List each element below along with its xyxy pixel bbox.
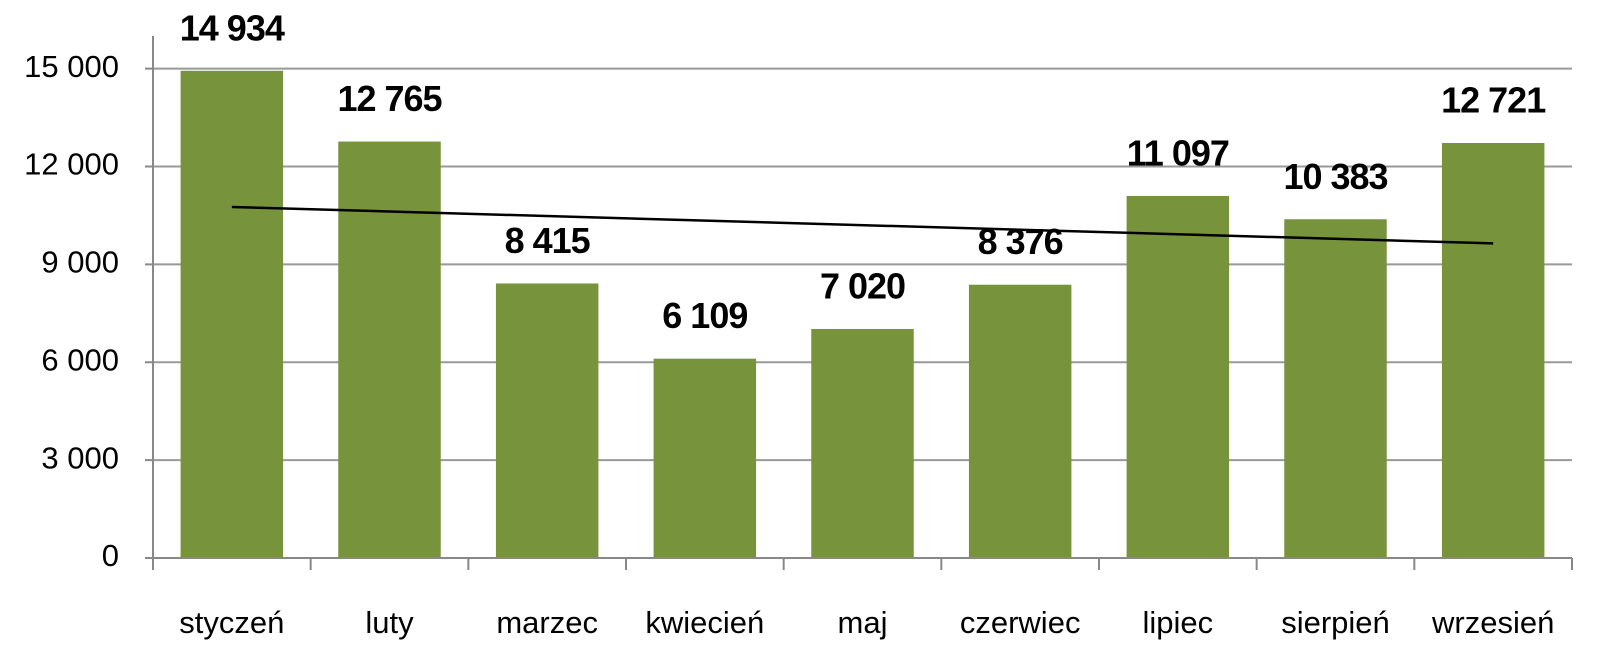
y-tick-label: 6 000 [41,342,119,377]
data-label: 8 415 [505,220,591,261]
data-label: 7 020 [820,265,905,306]
x-tick-label: lipiec [1143,605,1214,640]
data-label: 14 934 [180,7,285,48]
bar [1284,219,1387,558]
y-tick-label: 3 000 [41,440,119,475]
y-tick-label: 12 000 [24,147,119,182]
bar [180,70,284,558]
bar [338,141,441,558]
y-tick-label: 9 000 [41,245,119,280]
trend-line [231,205,1494,245]
x-tick-label: luty [365,605,414,640]
data-label: 6 109 [662,295,747,336]
data-label: 8 376 [978,221,1063,262]
x-tick-label: marzec [496,605,598,640]
x-tick-label: sierpień [1281,605,1390,640]
bar [1441,142,1545,559]
bar [495,283,599,558]
x-tick-label: styczeń [179,605,284,640]
x-tick-label: maj [838,605,888,640]
x-tick-label: kwiecień [645,605,764,640]
bar [811,328,914,558]
bar [653,358,757,558]
bar [968,284,1072,558]
x-tick-label: czerwiec [960,605,1081,640]
data-label: 12 765 [337,78,442,119]
data-label: 11 097 [1127,132,1229,173]
bar [1126,195,1230,558]
x-tick-label: wrzesień [1431,605,1554,640]
data-label: 12 721 [1441,79,1546,120]
y-tick-label: 0 [102,538,119,573]
data-label: 10 383 [1283,156,1387,197]
y-tick-label: 15 000 [24,49,119,84]
